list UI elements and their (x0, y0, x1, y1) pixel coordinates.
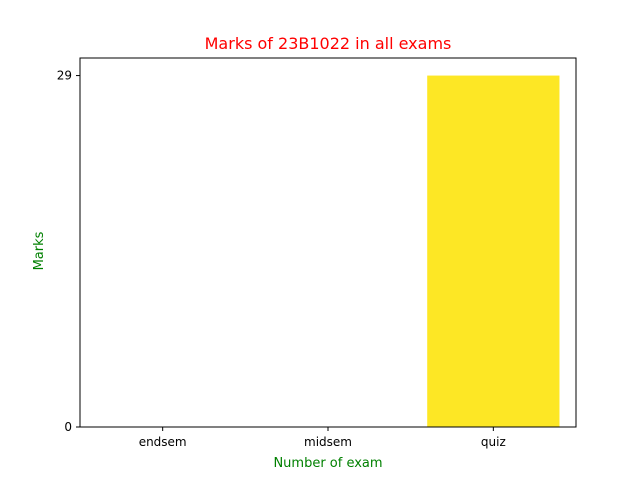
y-axis-label: Marks (32, 231, 47, 270)
y-tick-label: 0 (64, 420, 72, 434)
x-tick-label-midsem: midsem (304, 435, 352, 449)
y-tick-label: 29 (57, 69, 72, 83)
x-tick-label-quiz: quiz (481, 435, 506, 449)
x-tick-label-endsem: endsem (139, 435, 187, 449)
chart-title: Marks of 23B1022 in all exams (205, 34, 452, 53)
bar-quiz (427, 76, 559, 427)
x-axis-label: Number of exam (273, 456, 382, 471)
bars-group (427, 76, 559, 427)
